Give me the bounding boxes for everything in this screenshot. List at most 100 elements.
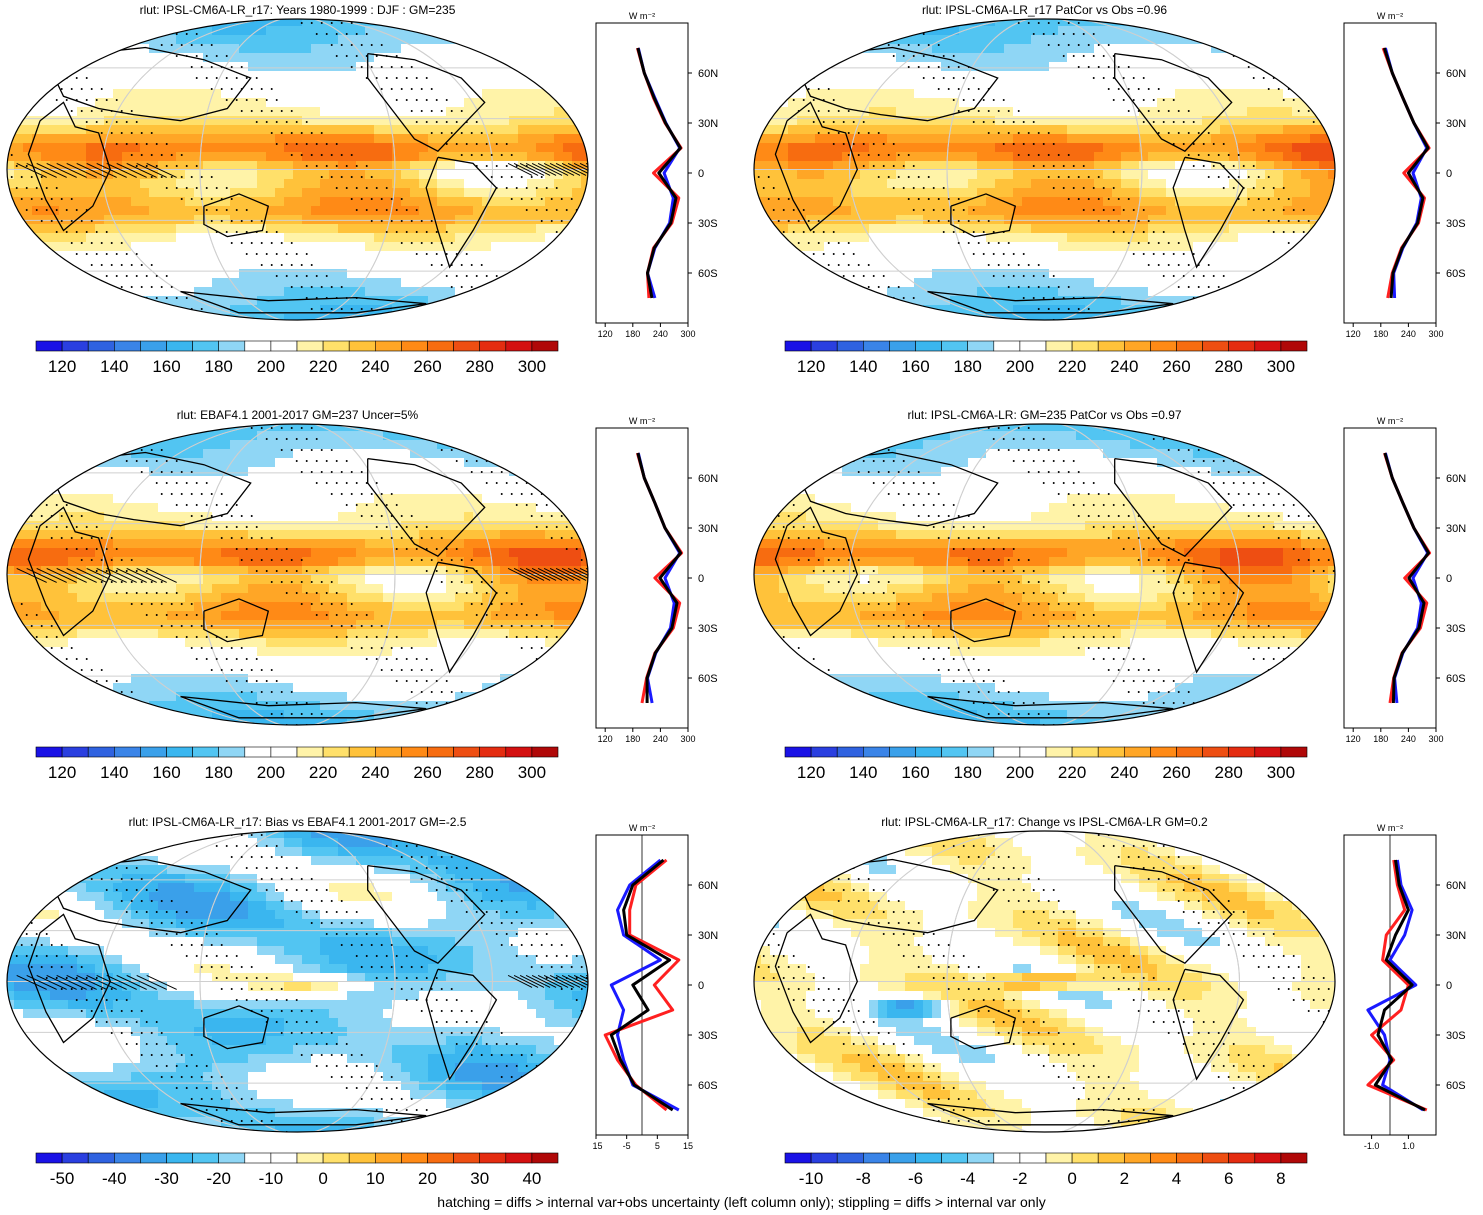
latitude-tick-label: 30N [698, 930, 718, 942]
colorbar-swatch [192, 1152, 220, 1164]
colorbar-tick-label: 160 [901, 357, 929, 376]
colorbar-tick-label: -10 [259, 1169, 284, 1188]
colorbar-tick-label: 280 [466, 357, 494, 376]
colorbar-tick-label: -50 [50, 1169, 75, 1188]
colorbar-swatch [810, 1152, 838, 1164]
colorbar-swatch [784, 746, 812, 758]
colorbar-swatch [374, 340, 402, 352]
colorbar: 120140160180200220240260280300320 [35, 340, 559, 376]
colorbar-swatch [836, 746, 864, 758]
colorbar-tick-label: 180 [954, 763, 982, 782]
profile-x-tick-label: 180 [625, 329, 640, 339]
colorbar-swatch [374, 746, 402, 758]
colorbar-swatch [836, 1152, 864, 1164]
map-title: rlut: IPSL-CM6A-LR_r17: Bias vs EBAF4.1 … [128, 815, 467, 829]
colorbar-tick-label: 280 [466, 763, 494, 782]
colorbar-swatch [531, 340, 559, 352]
colorbar-tick-label: 260 [1162, 763, 1190, 782]
colorbar-swatch [1123, 1152, 1151, 1164]
profile-mean-line [1382, 47, 1430, 299]
colorbar-swatch [941, 1152, 969, 1164]
colorbar-tick-label: 240 [1110, 763, 1138, 782]
colorbar-swatch [1176, 340, 1203, 352]
colorbar-swatch [1202, 746, 1230, 758]
robinson-map [753, 830, 1336, 1133]
colorbar-tick-label: 30 [470, 1169, 489, 1188]
colorbar-tick-label: 0 [318, 1169, 327, 1188]
profile-model-line [1381, 47, 1431, 299]
colorbar-swatch [1254, 1152, 1282, 1164]
colorbar-swatch [1202, 340, 1230, 352]
colorbar-tick-label: 200 [1006, 763, 1034, 782]
colorbar-tick-label: 300 [518, 357, 546, 376]
colorbar-swatch [296, 1152, 324, 1164]
colorbar-tick-label: 4 [1172, 1169, 1181, 1188]
colorbar-swatch [35, 746, 63, 758]
colorbar-tick-label: 220 [1058, 357, 1086, 376]
colorbar-swatch [166, 1152, 193, 1164]
colorbar-tick-label: 280 [1215, 357, 1243, 376]
colorbar-swatch [836, 340, 864, 352]
colorbar-tick-label: 140 [849, 763, 877, 782]
profile-x-tick-label: 300 [680, 734, 695, 744]
profile-x-tick-label: 120 [598, 329, 613, 339]
profile-x-tick-label: 240 [1401, 734, 1416, 744]
colorbar-swatch [1097, 746, 1125, 758]
profile-x-tick-label: -1.0 [1364, 1141, 1380, 1151]
colorbar-swatch [1176, 746, 1203, 758]
colorbar-swatch [401, 746, 428, 758]
latitude-tick-label: 60N [1446, 880, 1466, 892]
colorbar-swatch [1280, 746, 1308, 758]
colorbar-swatch [296, 340, 324, 352]
colorbar-tick-label: 180 [205, 763, 233, 782]
colorbar-swatch [114, 746, 141, 758]
colorbar-swatch [889, 340, 916, 352]
latitude-tick-label: 30N [1446, 930, 1466, 942]
colorbar-tick-label: 160 [901, 763, 929, 782]
colorbar-swatch [1228, 340, 1256, 352]
colorbar-swatch [810, 340, 838, 352]
colorbar-swatch [87, 1152, 115, 1164]
profile-x-tick-label: 5 [655, 1141, 660, 1151]
colorbar-tick-label: 160 [152, 763, 180, 782]
colorbar: 120140160180200220240260280300320 [784, 746, 1308, 782]
colorbar-tick-label: 240 [361, 357, 389, 376]
colorbar-swatch [863, 340, 890, 352]
colorbar-swatch [348, 746, 376, 758]
colorbar-tick-label: -2 [1012, 1169, 1027, 1188]
latitude-tick-label: 0 [1446, 573, 1452, 585]
colorbar-swatch [810, 746, 838, 758]
colorbar-swatch [322, 1152, 350, 1164]
latitude-tick-label: 60N [1446, 68, 1466, 80]
profile-unit-label: W m⁻² [1377, 416, 1403, 426]
profile-x-tick-label: 300 [680, 329, 695, 339]
profile-x-tick-label: -15 [592, 1141, 603, 1151]
colorbar-swatch [453, 340, 481, 352]
colorbar-tick-label: 120 [48, 357, 76, 376]
colorbar-tick-label: 200 [1006, 357, 1034, 376]
map-title: rlut: IPSL-CM6A-LR_r17: Change vs IPSL-C… [881, 815, 1208, 829]
colorbar-swatch [114, 1152, 141, 1164]
colorbar-swatch [993, 746, 1021, 758]
latitude-tick-label: 30S [698, 1030, 718, 1042]
latitude-tick-label: 0 [698, 573, 704, 585]
profile-x-tick-label: 180 [1373, 329, 1388, 339]
colorbar-tick-label: 120 [797, 763, 825, 782]
colorbar-tick-label: 260 [413, 763, 441, 782]
latitude-tick-label: 60N [698, 473, 718, 485]
latitude-tick-label: 30N [1446, 523, 1466, 535]
profile-x-tick-label: 180 [1373, 734, 1388, 744]
colorbar-tick-label: 300 [1267, 357, 1295, 376]
latitude-tick-label: 60N [698, 68, 718, 80]
colorbar-swatch [427, 1152, 454, 1164]
colorbar-swatch [140, 340, 167, 352]
colorbar-swatch [1045, 340, 1073, 352]
latitude-tick-label: 30N [698, 118, 718, 130]
colorbar-tick-label: 140 [100, 763, 128, 782]
robinson-map [753, 423, 1336, 726]
profile-mean-line [609, 858, 674, 1112]
colorbar-tick-label: 120 [48, 763, 76, 782]
colorbar-tick-label: 140 [849, 357, 877, 376]
profile-unit-label: W m⁻² [629, 11, 655, 21]
latitude-tick-label: 0 [698, 168, 704, 180]
